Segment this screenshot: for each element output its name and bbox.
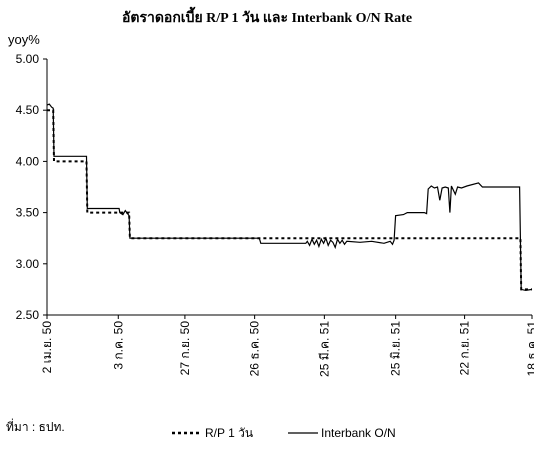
series-line-rp-1-day bbox=[47, 109, 532, 291]
y-tick-label: 3.50 bbox=[16, 206, 40, 220]
x-tick-label: 26 ธ.ค. 50 bbox=[248, 321, 262, 377]
y-tick-label: 2.50 bbox=[16, 308, 40, 322]
y-axis-label: yoy% bbox=[8, 32, 40, 47]
legend-label: Interbank O/N bbox=[321, 426, 396, 440]
source-note: ที่มา : ธปท. bbox=[6, 420, 65, 434]
legend-label: R/P 1 วัน bbox=[205, 426, 253, 440]
x-tick-label: 25 มี.ค. 51 bbox=[317, 321, 331, 377]
y-tick-label: 4.50 bbox=[16, 103, 40, 117]
x-tick-label: 3 ก.ค. 50 bbox=[111, 321, 125, 370]
x-tick-label: 2 เม.ย. 50 bbox=[40, 321, 54, 374]
y-tick-label: 5.00 bbox=[16, 52, 40, 66]
y-tick-label: 3.00 bbox=[16, 257, 40, 271]
chart-title: อัตราดอกเบี้ย R/P 1 วัน และ Interbank O/… bbox=[121, 11, 413, 26]
series-line-interbank-on bbox=[46, 103, 533, 292]
x-tick-label: 22 ก.ย. 51 bbox=[458, 321, 472, 376]
x-tick-label: 18 ธ.ค. 51 bbox=[525, 321, 534, 377]
x-tick-label: 25 มิ.ย. 51 bbox=[389, 321, 403, 376]
x-tick-label: 27 ก.ย. 50 bbox=[178, 321, 192, 376]
y-tick-label: 4.00 bbox=[16, 154, 40, 168]
